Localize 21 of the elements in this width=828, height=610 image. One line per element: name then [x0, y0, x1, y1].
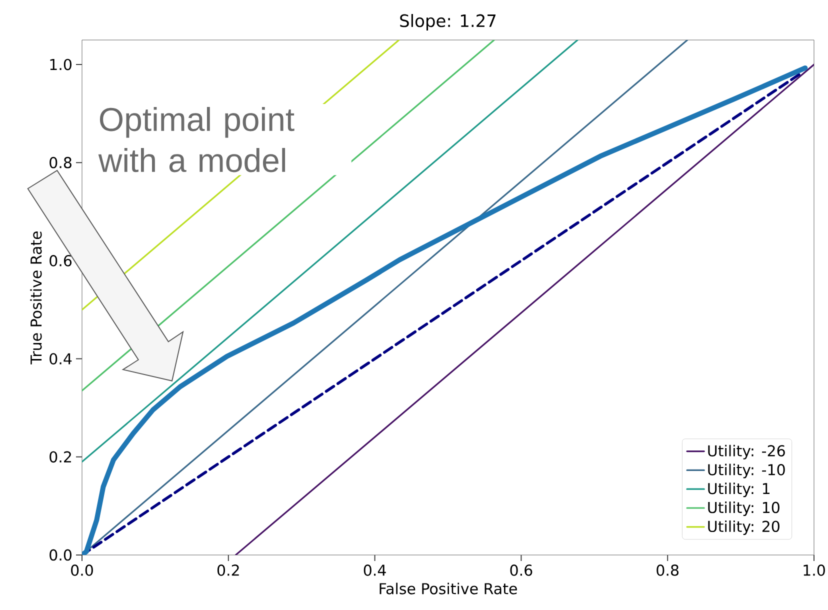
legend-label: Utility: -10 [708, 464, 785, 478]
x-tick-label: 0.8 [656, 564, 678, 576]
y-tick-label: 1.0 [50, 58, 72, 70]
legend-label: Utility: 1 [708, 482, 770, 498]
x-tick-label: 0.0 [71, 564, 93, 576]
y-tick-label: 0.0 [50, 549, 72, 561]
legend-label: Utility: -26 [708, 444, 785, 460]
x-tick-label: 0.2 [217, 564, 239, 576]
y-tick-label: 0.2 [50, 451, 71, 463]
x-tick-label: 0.4 [364, 564, 386, 576]
legend-label: Utility: 10 [708, 502, 780, 516]
x-tick-label: 1.0 [804, 564, 825, 576]
y-axis-title: True Positive Rate [30, 231, 42, 364]
y-tick-label: 0.6 [50, 255, 72, 266]
y-tick-label: 0.8 [50, 156, 72, 168]
y-tick-label: 0.4 [50, 353, 72, 364]
chart-title: Slope: 1.27 [400, 14, 496, 30]
x-tick-label: 0.6 [510, 564, 532, 576]
annotation: Optimal point with a model [98, 106, 294, 172]
x-axis-title: False Positive Rate [380, 582, 517, 594]
legend-label: Utility: 20 [708, 520, 780, 535]
